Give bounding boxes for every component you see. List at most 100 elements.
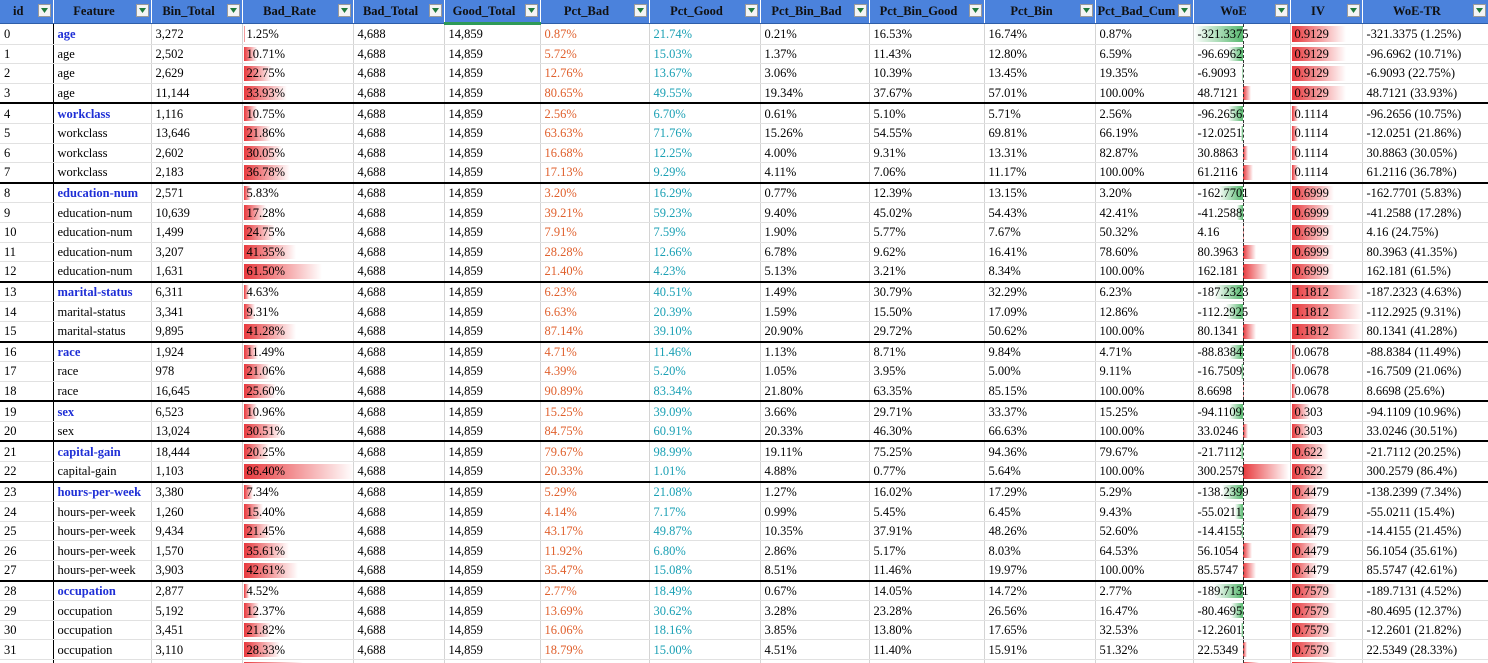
cell-woe[interactable]: 8.6698 bbox=[1193, 381, 1291, 402]
table-row[interactable]: 3 age 11,144 33.93% 4,688 14,859 80.65% 49.55% 1… bbox=[0, 83, 1488, 104]
table-row[interactable]: 9 education-num 10,639 17.28% 4,688 14,859 39.… bbox=[0, 202, 1488, 223]
cell-pct-good[interactable]: 4.23% bbox=[649, 261, 761, 283]
cell-pct-bin[interactable]: 5.71% bbox=[984, 102, 1096, 124]
cell-feature[interactable]: occupation bbox=[53, 600, 152, 621]
cell-pct-bad-cum[interactable]: 9.43% bbox=[1095, 501, 1194, 522]
cell-bad-total[interactable]: 4,688 bbox=[353, 340, 445, 363]
cell-good-total[interactable]: 14,859 bbox=[444, 600, 541, 621]
cell-woe-tr[interactable]: -96.6962 (10.71%) bbox=[1362, 44, 1488, 65]
table-row[interactable]: 29 occupation 5,192 12.37% 4,688 14,859 13.69%… bbox=[0, 600, 1488, 621]
cell-pct-good[interactable]: 7.17% bbox=[649, 501, 761, 522]
cell-bad-total[interactable]: 4,688 bbox=[353, 521, 445, 542]
cell-iv[interactable]: 0.4479 bbox=[1290, 540, 1363, 562]
cell-pct-bad-cum[interactable]: 19.35% bbox=[1095, 63, 1194, 84]
cell-pct-good[interactable]: 60.91% bbox=[649, 421, 761, 442]
cell-pct-bin-bad[interactable]: 20.33% bbox=[760, 421, 870, 442]
column-header-woe-tr[interactable]: WoE-TR bbox=[1362, 0, 1488, 24]
cell-bad-total[interactable]: 4,688 bbox=[353, 480, 445, 503]
cell-pct-good[interactable]: 39.09% bbox=[649, 400, 761, 422]
cell-woe-tr[interactable]: -12.0251 (21.86%) bbox=[1362, 123, 1488, 144]
table-row[interactable]: 24 hours-per-week 1,260 15.40% 4,688 14,859 4.… bbox=[0, 501, 1488, 522]
cell-bad-rate[interactable]: 4.63% bbox=[242, 280, 354, 303]
table-row[interactable]: 8 education-num 2,571 5.83% 4,688 14,859 3.20%… bbox=[0, 181, 1488, 204]
cell-bad-total[interactable]: 4,688 bbox=[353, 540, 445, 562]
cell-pct-bin-bad[interactable]: 4.88% bbox=[760, 461, 870, 483]
cell-pct-bin[interactable]: 26.56% bbox=[984, 600, 1096, 621]
cell-pct-bad[interactable]: 6.63% bbox=[540, 301, 650, 322]
cell-pct-bad-cum[interactable]: 100.00% bbox=[1095, 381, 1194, 402]
cell-good-total[interactable]: 14,859 bbox=[444, 321, 541, 343]
cell-woe-tr[interactable]: -162.7701 (5.83%) bbox=[1362, 181, 1488, 204]
cell-pct-bin-bad[interactable]: 1.49% bbox=[760, 280, 870, 303]
cell-feature[interactable]: education-num bbox=[53, 242, 152, 263]
table-row[interactable]: 14 marital-status 3,341 9.31% 4,688 14,859 6.6… bbox=[0, 301, 1488, 322]
cell-pct-bin-good[interactable]: 29.72% bbox=[869, 321, 985, 343]
cell-woe[interactable]: -41.2588 bbox=[1193, 202, 1291, 223]
cell-pct-bin-bad[interactable]: 11.67% bbox=[760, 659, 870, 663]
cell-pct-bad-cum[interactable]: 9.11% bbox=[1095, 361, 1194, 382]
table-row[interactable]: 18 race 16,645 25.60% 4,688 14,859 90.89% 83.34… bbox=[0, 381, 1488, 402]
cell-feature[interactable]: race bbox=[53, 381, 152, 402]
cell-pct-bad-cum[interactable]: 6.59% bbox=[1095, 44, 1194, 65]
cell-good-total[interactable]: 14,859 bbox=[444, 222, 541, 243]
cell-good-total[interactable]: 14,859 bbox=[444, 23, 541, 45]
cell-bin-total[interactable]: 1,103 bbox=[150, 461, 243, 483]
cell-bad-total[interactable]: 4,688 bbox=[353, 659, 445, 663]
cell-pct-bin[interactable]: 16.74% bbox=[984, 23, 1096, 45]
cell-id[interactable]: 15 bbox=[0, 321, 54, 343]
cell-id[interactable]: 23 bbox=[0, 480, 54, 503]
cell-woe-tr[interactable]: 300.2579 (86.4%) bbox=[1362, 461, 1488, 483]
table-row[interactable]: 20 sex 13,024 30.51% 4,688 14,859 84.75% 60.91%… bbox=[0, 421, 1488, 442]
cell-pct-bin-bad[interactable]: 0.77% bbox=[760, 181, 870, 204]
cell-good-total[interactable]: 14,859 bbox=[444, 639, 541, 660]
cell-pct-bin-bad[interactable]: 1.27% bbox=[760, 480, 870, 503]
table-row[interactable]: 7 workclass 2,183 36.78% 4,688 14,859 17.13% 9.… bbox=[0, 162, 1488, 184]
cell-iv[interactable]: 0.1114 bbox=[1290, 143, 1363, 164]
cell-good-total[interactable]: 14,859 bbox=[444, 143, 541, 164]
cell-bad-total[interactable]: 4,688 bbox=[353, 620, 445, 641]
cell-bad-rate[interactable]: 42.61% bbox=[242, 560, 354, 582]
cell-woe[interactable]: 30.8863 bbox=[1193, 143, 1291, 164]
cell-good-total[interactable]: 14,859 bbox=[444, 63, 541, 84]
cell-bad-total[interactable]: 4,688 bbox=[353, 321, 445, 343]
column-header-pct-bin[interactable]: Pct_Bin bbox=[984, 0, 1096, 24]
filter-dropdown-button[interactable] bbox=[633, 4, 647, 17]
cell-bad-total[interactable]: 4,688 bbox=[353, 162, 445, 184]
cell-pct-good[interactable]: 71.76% bbox=[649, 123, 761, 144]
cell-pct-bin[interactable]: 9.84% bbox=[984, 340, 1096, 363]
cell-pct-bin-good[interactable]: 12.39% bbox=[869, 181, 985, 204]
cell-pct-bin[interactable]: 8.34% bbox=[984, 261, 1096, 283]
cell-pct-bad-cum[interactable]: 100.00% bbox=[1095, 659, 1194, 663]
filter-dropdown-button[interactable] bbox=[37, 4, 51, 17]
cell-good-total[interactable]: 14,859 bbox=[444, 261, 541, 283]
cell-pct-bin-bad[interactable]: 8.51% bbox=[760, 560, 870, 582]
cell-pct-bad[interactable]: 6.23% bbox=[540, 280, 650, 303]
cell-bin-total[interactable]: 6,523 bbox=[150, 400, 243, 422]
cell-pct-bad-cum[interactable]: 4.71% bbox=[1095, 340, 1194, 363]
cell-bad-rate[interactable]: 21.82% bbox=[242, 620, 354, 641]
cell-pct-bin-good[interactable]: 29.71% bbox=[869, 400, 985, 422]
column-header-pct-bad-cum[interactable]: Pct_Bad_Cum bbox=[1095, 0, 1194, 24]
cell-iv[interactable]: 0.4479 bbox=[1290, 480, 1363, 503]
cell-bin-total[interactable]: 3,451 bbox=[150, 620, 243, 641]
cell-bad-rate[interactable]: 25.60% bbox=[242, 381, 354, 402]
cell-iv[interactable]: 0.9129 bbox=[1290, 23, 1363, 45]
filter-dropdown-button[interactable] bbox=[524, 4, 538, 17]
cell-pct-bad-cum[interactable]: 0.87% bbox=[1095, 23, 1194, 45]
cell-woe[interactable]: -12.0251 bbox=[1193, 123, 1291, 144]
table-row[interactable]: 0 age 3,272 1.25% 4,688 14,859 0.87% 21.74% 0.21… bbox=[0, 23, 1488, 45]
cell-iv[interactable]: 0.7579 bbox=[1290, 620, 1363, 641]
cell-id[interactable]: 19 bbox=[0, 400, 54, 422]
cell-pct-bad[interactable]: 21.40% bbox=[540, 261, 650, 283]
cell-pct-bin[interactable]: 13.45% bbox=[984, 63, 1096, 84]
cell-bad-rate[interactable]: 30.05% bbox=[242, 143, 354, 164]
cell-pct-bin-good[interactable]: 5.45% bbox=[869, 501, 985, 522]
cell-bad-rate[interactable]: 28.33% bbox=[242, 639, 354, 660]
cell-woe-tr[interactable]: 56.1054 (35.61%) bbox=[1362, 540, 1488, 562]
cell-bad-total[interactable]: 4,688 bbox=[353, 44, 445, 65]
cell-pct-good[interactable]: 21.74% bbox=[649, 23, 761, 45]
cell-feature[interactable]: marital-status bbox=[53, 301, 152, 322]
cell-id[interactable]: 4 bbox=[0, 102, 54, 124]
cell-woe[interactable]: 100.9769 bbox=[1193, 659, 1291, 663]
cell-bad-total[interactable]: 4,688 bbox=[353, 440, 445, 463]
